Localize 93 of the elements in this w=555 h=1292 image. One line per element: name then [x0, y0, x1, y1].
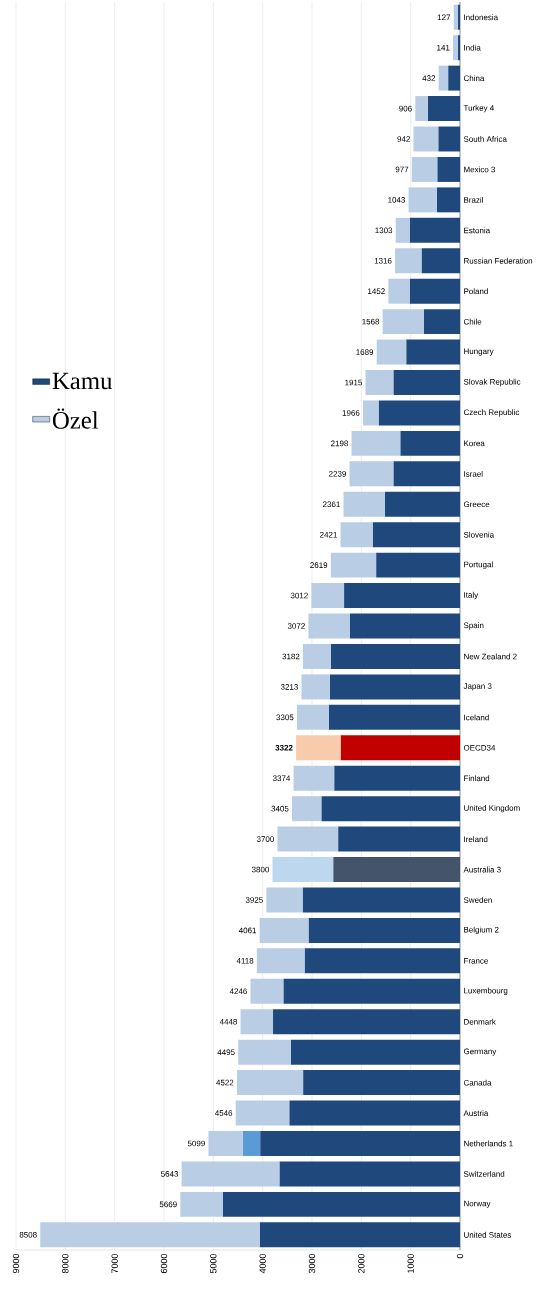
bar	[266, 887, 303, 913]
bar	[272, 857, 334, 883]
x-tick-label: 6000	[160, 1253, 168, 1274]
bar	[409, 278, 460, 304]
legend-label: Kamu	[52, 372, 113, 390]
bar	[393, 370, 460, 395]
bar	[293, 765, 335, 791]
bar	[340, 522, 373, 548]
legend-label: Özel	[52, 408, 99, 429]
bar	[338, 826, 460, 852]
bar	[302, 887, 460, 913]
bar	[308, 613, 350, 639]
bar	[411, 156, 438, 182]
x-tick-label: 4000	[259, 1253, 266, 1274]
x-tick-label: 3000	[308, 1253, 316, 1274]
bar	[256, 948, 305, 974]
bar	[427, 96, 460, 122]
bar	[308, 917, 460, 943]
bar	[388, 278, 410, 304]
bar	[349, 461, 394, 487]
bar	[311, 583, 345, 609]
x-tick-label: 8000	[62, 1253, 69, 1274]
bar	[395, 217, 410, 243]
bar	[208, 1131, 243, 1156]
x-tick-label: 7000	[111, 1253, 118, 1274]
bar	[321, 796, 460, 822]
bar	[40, 1222, 260, 1248]
bar	[334, 765, 460, 791]
bar	[438, 126, 460, 152]
bar	[376, 552, 460, 578]
bar	[296, 735, 341, 761]
bar	[376, 339, 407, 365]
bar	[290, 1039, 460, 1065]
bar	[279, 1161, 460, 1187]
x-tick-label: 0	[456, 1253, 464, 1259]
bar	[242, 1131, 261, 1156]
bar	[421, 248, 460, 274]
bar	[372, 522, 460, 548]
bar	[409, 217, 460, 243]
x-tick-label: 2000	[358, 1253, 365, 1274]
bar	[330, 643, 460, 669]
bar	[436, 187, 460, 213]
bar	[277, 826, 339, 852]
bar	[296, 704, 329, 730]
bar	[413, 126, 439, 152]
bar	[250, 978, 284, 1004]
bar	[437, 156, 460, 182]
bar	[292, 796, 322, 822]
bar	[382, 309, 424, 335]
bar	[235, 1100, 290, 1126]
bar	[365, 370, 394, 395]
bar	[283, 978, 460, 1004]
bar	[393, 461, 460, 487]
bar	[330, 552, 377, 578]
bar	[181, 1161, 280, 1187]
x-tick-label: 5000	[210, 1253, 217, 1274]
bar	[395, 248, 422, 274]
bar	[259, 917, 309, 943]
bar	[304, 948, 460, 974]
bar	[260, 1131, 460, 1156]
bar	[343, 491, 386, 517]
bar	[351, 430, 401, 456]
bar	[438, 65, 449, 91]
bar	[448, 65, 460, 91]
bar	[333, 857, 460, 883]
bar	[180, 1191, 223, 1217]
bar	[289, 1100, 460, 1126]
bar	[273, 1009, 460, 1035]
bar	[415, 96, 428, 122]
bar	[340, 735, 460, 761]
bar	[222, 1191, 460, 1217]
bar	[259, 1222, 460, 1248]
bar	[385, 491, 460, 517]
bar	[408, 187, 437, 213]
bar	[406, 339, 460, 365]
bar	[363, 400, 379, 426]
x-tick-label: 9000	[12, 1253, 20, 1274]
bar	[238, 1039, 291, 1065]
bar	[453, 4, 459, 30]
bar	[453, 35, 459, 61]
bar	[328, 704, 460, 730]
bar	[329, 674, 460, 700]
bar	[344, 583, 460, 609]
bar	[303, 643, 331, 669]
bar	[301, 674, 330, 700]
x-tick-label: 1000	[407, 1253, 414, 1273]
bar	[240, 1009, 274, 1035]
bar	[423, 309, 460, 335]
bar	[303, 1070, 460, 1096]
bar	[236, 1070, 304, 1096]
bar	[378, 400, 460, 426]
bar	[349, 613, 460, 639]
bar	[400, 430, 460, 456]
